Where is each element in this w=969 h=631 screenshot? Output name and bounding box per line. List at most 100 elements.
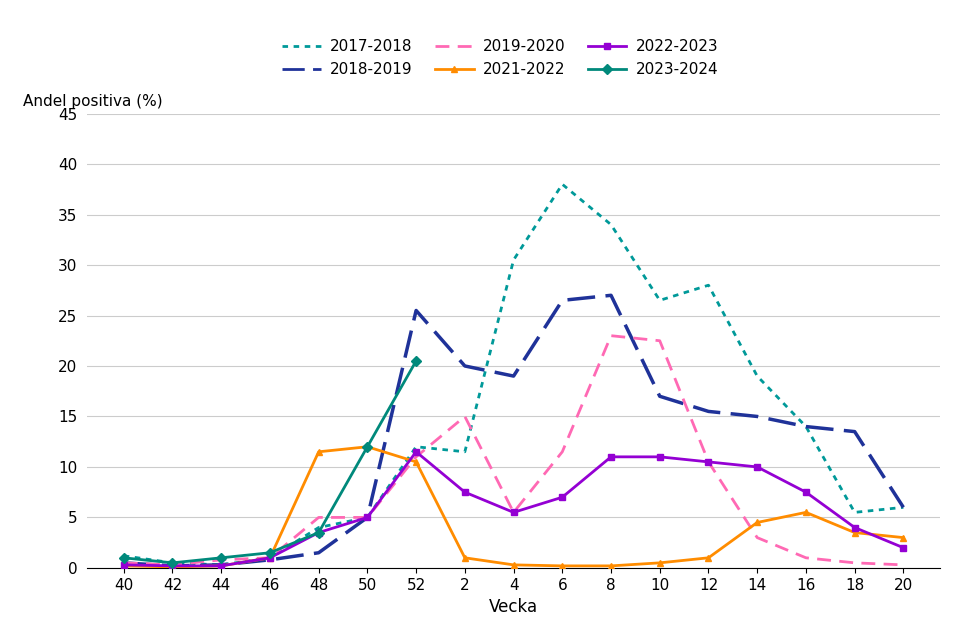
2021-2022 bbox=[215, 562, 227, 570]
2017-2018 bbox=[410, 443, 422, 451]
2019-2020 bbox=[215, 556, 227, 563]
2018-2019 bbox=[265, 556, 276, 563]
2017-2018 bbox=[313, 524, 325, 531]
2018-2019 bbox=[556, 297, 568, 304]
2018-2019 bbox=[800, 423, 812, 430]
2022-2023 bbox=[897, 544, 909, 551]
2023-2024 bbox=[313, 529, 325, 536]
2017-2018 bbox=[265, 554, 276, 562]
2022-2023 bbox=[800, 488, 812, 496]
2018-2019 bbox=[361, 514, 373, 521]
2021-2022 bbox=[459, 554, 471, 562]
2021-2022 bbox=[361, 443, 373, 451]
2019-2020 bbox=[849, 559, 860, 567]
2017-2018 bbox=[751, 372, 763, 380]
2022-2023 bbox=[849, 524, 860, 531]
2019-2020 bbox=[167, 561, 178, 569]
2022-2023 bbox=[410, 448, 422, 456]
Legend: 2017-2018, 2018-2019, 2019-2020, 2021-2022, 2022-2023, 2023-2024: 2017-2018, 2018-2019, 2019-2020, 2021-20… bbox=[282, 40, 718, 77]
2021-2022 bbox=[313, 448, 325, 456]
2017-2018 bbox=[897, 504, 909, 511]
2022-2023 bbox=[556, 493, 568, 501]
2023-2024 bbox=[410, 357, 422, 365]
2019-2020 bbox=[118, 559, 130, 567]
2018-2019 bbox=[313, 549, 325, 557]
2017-2018 bbox=[361, 514, 373, 521]
2022-2023 bbox=[167, 562, 178, 570]
2023-2024 bbox=[361, 443, 373, 451]
2023-2024 bbox=[118, 554, 130, 562]
X-axis label: Vecka: Vecka bbox=[489, 598, 538, 616]
Line: 2017-2018: 2017-2018 bbox=[124, 184, 903, 565]
2021-2022 bbox=[751, 519, 763, 526]
2019-2020 bbox=[361, 514, 373, 521]
2018-2019 bbox=[897, 504, 909, 511]
2022-2023 bbox=[361, 514, 373, 521]
2018-2019 bbox=[654, 392, 666, 400]
2019-2020 bbox=[800, 554, 812, 562]
2022-2023 bbox=[751, 463, 763, 471]
2022-2023 bbox=[118, 561, 130, 569]
Line: 2018-2019: 2018-2019 bbox=[124, 295, 903, 566]
2018-2019 bbox=[751, 413, 763, 420]
2019-2020 bbox=[556, 448, 568, 456]
2021-2022 bbox=[849, 529, 860, 536]
2019-2020 bbox=[265, 554, 276, 562]
2022-2023 bbox=[606, 453, 617, 461]
2019-2020 bbox=[606, 332, 617, 339]
2019-2020 bbox=[654, 337, 666, 345]
2017-2018 bbox=[459, 448, 471, 456]
2018-2019 bbox=[167, 562, 178, 570]
Line: 2021-2022: 2021-2022 bbox=[120, 443, 907, 570]
2017-2018 bbox=[703, 281, 714, 289]
2021-2022 bbox=[118, 562, 130, 570]
2021-2022 bbox=[265, 554, 276, 562]
2021-2022 bbox=[800, 509, 812, 516]
2022-2023 bbox=[508, 509, 519, 516]
Line: 2022-2023: 2022-2023 bbox=[120, 448, 907, 569]
2017-2018 bbox=[167, 559, 178, 567]
2023-2024 bbox=[265, 549, 276, 557]
2022-2023 bbox=[654, 453, 666, 461]
2018-2019 bbox=[849, 428, 860, 435]
2019-2020 bbox=[459, 413, 471, 420]
2018-2019 bbox=[459, 362, 471, 370]
2017-2018 bbox=[508, 256, 519, 264]
2018-2019 bbox=[410, 307, 422, 314]
2019-2020 bbox=[508, 509, 519, 516]
2022-2023 bbox=[703, 458, 714, 466]
2022-2023 bbox=[459, 488, 471, 496]
2021-2022 bbox=[167, 563, 178, 570]
Line: 2023-2024: 2023-2024 bbox=[120, 357, 420, 567]
2017-2018 bbox=[800, 423, 812, 430]
2021-2022 bbox=[703, 554, 714, 562]
2018-2019 bbox=[703, 408, 714, 415]
2023-2024 bbox=[215, 554, 227, 562]
2018-2019 bbox=[118, 559, 130, 567]
2019-2020 bbox=[313, 514, 325, 521]
2017-2018 bbox=[654, 297, 666, 304]
2017-2018 bbox=[118, 552, 130, 560]
2021-2022 bbox=[508, 561, 519, 569]
2022-2023 bbox=[265, 554, 276, 562]
Text: Andel positiva (%): Andel positiva (%) bbox=[23, 94, 163, 109]
Line: 2019-2020: 2019-2020 bbox=[124, 336, 903, 565]
2019-2020 bbox=[897, 561, 909, 569]
2021-2022 bbox=[556, 562, 568, 570]
2021-2022 bbox=[897, 534, 909, 541]
2021-2022 bbox=[410, 458, 422, 466]
2017-2018 bbox=[556, 180, 568, 188]
2017-2018 bbox=[849, 509, 860, 516]
2021-2022 bbox=[654, 559, 666, 567]
2018-2019 bbox=[606, 292, 617, 299]
2019-2020 bbox=[751, 534, 763, 541]
2019-2020 bbox=[703, 458, 714, 466]
2021-2022 bbox=[606, 562, 617, 570]
2019-2020 bbox=[410, 453, 422, 461]
2022-2023 bbox=[215, 562, 227, 570]
2018-2019 bbox=[215, 561, 227, 569]
2022-2023 bbox=[313, 529, 325, 536]
2018-2019 bbox=[508, 372, 519, 380]
2017-2018 bbox=[215, 561, 227, 569]
2017-2018 bbox=[606, 221, 617, 228]
